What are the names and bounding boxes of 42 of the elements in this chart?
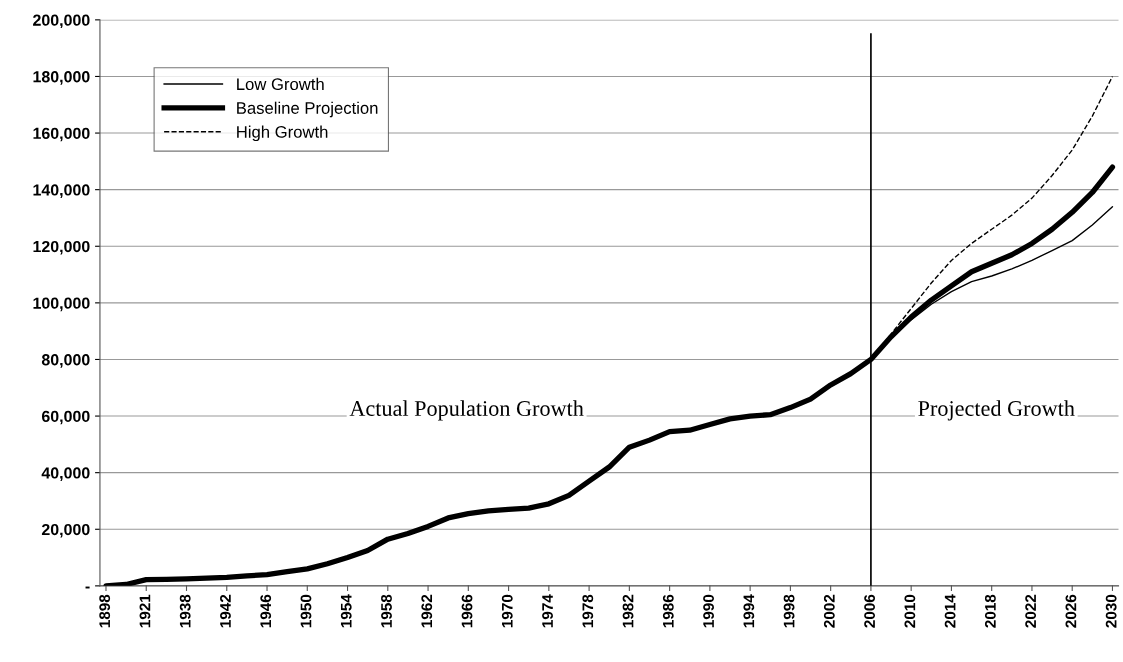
legend-label: Low Growth [237,77,324,91]
legend-label: Baseline Projection [237,101,378,118]
x-tick-label: 2026 [1065,594,1077,628]
x-tick-label: 1966 [461,594,473,628]
x-tick-label: 1958 [381,594,392,628]
y-tick-label: 60,000 [41,410,90,425]
x-tick-label: 2018 [984,594,996,628]
y-tick-label: 120,000 [33,240,90,255]
y-tick-label: 140,000 [33,184,90,198]
x-tick-label: 1974 [542,594,553,628]
x-tick-label: 1998 [783,594,795,628]
x-tick-label: 2002 [823,594,835,628]
x-tick-label: 1921 [139,594,151,628]
y-tick-label: 200,000 [33,14,90,29]
x-tick-label: 1898 [99,594,111,628]
y-tick-label: 20,000 [41,523,90,538]
x-tick-label: 1942 [220,594,231,628]
x-tick-label: 2030 [1105,594,1117,628]
x-tick-label: 1962 [421,594,433,628]
x-tick-label: 1938 [179,594,191,628]
x-tick-label: 2014 [944,594,956,628]
x-tick-label: 1994 [743,594,755,628]
legend-label: High Growth [237,125,328,142]
y-tick-label: 100,000 [33,297,90,312]
x-tick-label: 2006 [864,594,876,628]
x-tick-label: 1990 [703,594,714,628]
annotation: Projected Growth [918,400,1075,421]
x-tick-label: 1954 [340,594,352,628]
x-tick-label: 1946 [260,594,272,628]
y-tick-label: - [85,586,90,589]
x-tick-label: 1950 [300,594,312,628]
x-tick-label: 1970 [501,594,513,628]
x-tick-label: 2022 [1025,594,1037,628]
x-tick-label: 1986 [662,594,674,628]
x-tick-label: 1978 [582,594,594,628]
y-tick-label: 40,000 [41,467,90,481]
y-tick-label: 160,000 [33,127,90,142]
y-tick-label: 80,000 [41,354,90,368]
annotation: Actual Population Growth [349,400,584,421]
x-tick-label: 1982 [622,594,634,628]
y-tick-label: 180,000 [33,71,90,85]
x-tick-label: 2010 [904,594,916,628]
